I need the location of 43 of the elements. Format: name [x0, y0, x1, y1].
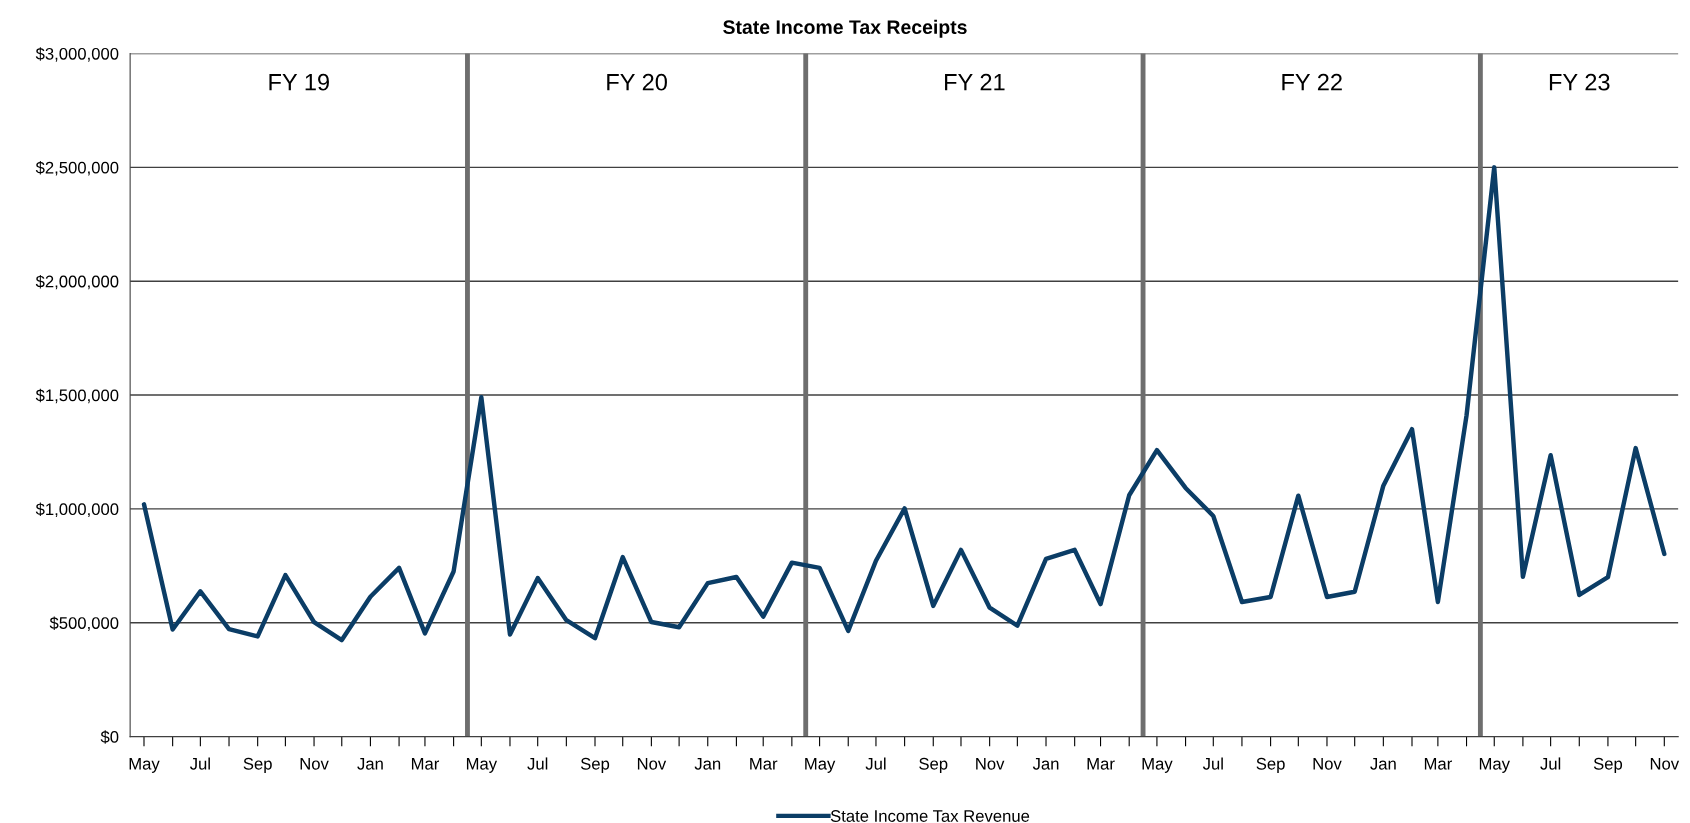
y-tick-label: $2,500,000 — [35, 161, 119, 176]
x-tick-label: Sep — [1593, 757, 1623, 773]
x-tick-label: Mar — [411, 758, 440, 770]
x-tick-label: Sep — [580, 757, 610, 773]
x-tick-label: May — [1479, 758, 1510, 773]
x-tick-label: Jul — [1202, 757, 1223, 770]
x-tick-label: Jul — [1540, 757, 1561, 770]
y-tick-label: $2,000,000 — [35, 274, 119, 290]
y-tick-label: $0 — [100, 730, 119, 744]
annotation: FY 21 — [945, 73, 1005, 91]
annotation: FY 22 — [1282, 73, 1342, 91]
x-tick-label: Nov — [1650, 758, 1680, 770]
x-tick-label: Sep — [243, 757, 272, 773]
x-tick-label: Nov — [1313, 758, 1342, 770]
legend-label: State Income Tax Revenue — [830, 810, 1030, 822]
annotation: FY 19 — [269, 73, 329, 91]
x-tick-label: Mar — [1424, 758, 1452, 770]
x-tick-label: Jan — [1032, 758, 1059, 770]
x-tick-label: Jul — [189, 757, 210, 770]
y-tick-label: $500,000 — [49, 616, 119, 631]
x-tick-label: Sep — [919, 757, 948, 773]
y-tick-label: $1,000,000 — [35, 502, 119, 518]
annotation: FY 20 — [607, 73, 667, 91]
x-tick-label: Sep — [1256, 757, 1285, 773]
x-tick-label: Mar — [1087, 758, 1115, 770]
line-series — [141, 165, 1667, 643]
x-tick-label: May — [1142, 758, 1173, 773]
x-tick-label: Jan — [357, 758, 383, 770]
annotation: FY 23 — [1549, 73, 1610, 91]
x-tick-label: Nov — [637, 758, 667, 770]
x-tick-label: Jul — [865, 757, 886, 770]
x-tick-label: May — [805, 758, 836, 773]
x-tick-label: May — [129, 758, 160, 773]
chart-title: State Income Tax Receipts — [723, 19, 967, 38]
y-tick-label: $1,500,000 — [35, 388, 119, 404]
x-tick-label: May — [466, 758, 498, 773]
x-tick-label: Nov — [300, 758, 329, 770]
x-tick-label: Jan — [694, 758, 721, 770]
x-tick-label: Nov — [976, 758, 1005, 770]
x-tick-label: Jul — [527, 757, 548, 770]
y-tick-label: $3,000,000 — [35, 47, 119, 62]
x-tick-label: Mar — [750, 758, 778, 770]
x-tick-label: Jan — [1370, 758, 1396, 770]
